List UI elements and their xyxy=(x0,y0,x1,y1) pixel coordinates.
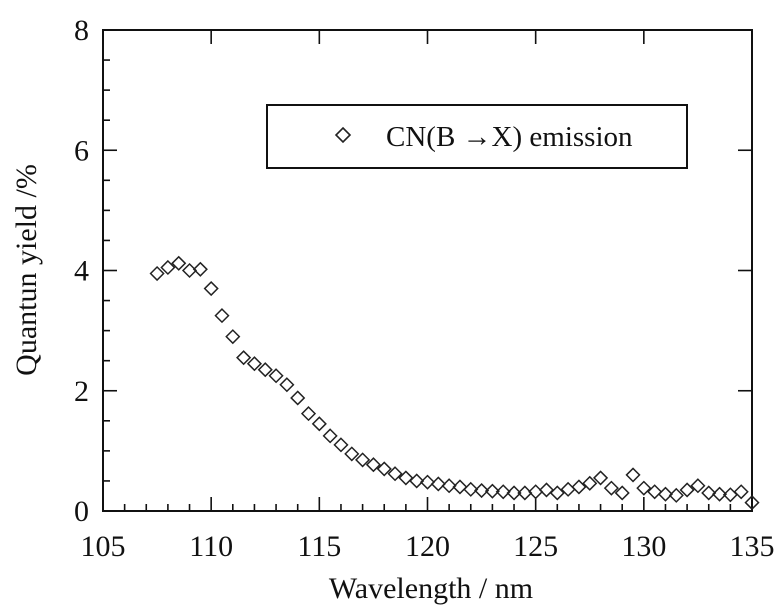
data-point xyxy=(387,466,403,482)
data-point xyxy=(636,480,652,496)
data-point xyxy=(452,479,468,495)
x-tick-label: 120 xyxy=(405,530,450,563)
data-point xyxy=(355,452,371,468)
data-point xyxy=(549,485,565,501)
y-tick-label: 8 xyxy=(74,14,89,47)
data-point xyxy=(733,484,749,500)
data-point xyxy=(398,470,414,486)
data-point xyxy=(246,356,262,372)
data-point xyxy=(149,265,165,282)
data-point xyxy=(257,362,273,378)
data-point xyxy=(711,486,728,502)
x-tick-label: 130 xyxy=(621,530,666,563)
y-tick-label: 6 xyxy=(74,134,89,167)
data-point xyxy=(614,485,630,501)
data-point xyxy=(679,482,695,498)
x-axis-title: Wavelength / nm xyxy=(329,572,533,605)
y-tick-label: 0 xyxy=(74,495,89,528)
x-tick-label: 135 xyxy=(730,530,775,563)
legend-label: CN(B →X) emission xyxy=(386,121,633,153)
data-markers xyxy=(149,255,760,511)
data-point xyxy=(290,390,306,406)
data-point xyxy=(625,467,641,483)
data-point xyxy=(344,446,360,462)
x-tick-label: 110 xyxy=(189,530,233,563)
plot-frame xyxy=(102,29,753,512)
data-point xyxy=(214,308,230,324)
y-tick-label: 4 xyxy=(74,255,89,288)
data-point xyxy=(171,255,187,271)
data-point xyxy=(474,482,490,499)
data-point xyxy=(203,280,219,297)
data-point xyxy=(192,261,208,277)
x-tick-label: 125 xyxy=(513,530,558,563)
data-point xyxy=(236,350,252,366)
data-point xyxy=(506,485,522,501)
tick-labels: 105 110 115 120 125 130 135 0 2 4 6 8 xyxy=(74,14,775,563)
data-point xyxy=(322,428,338,444)
data-point xyxy=(701,485,717,501)
x-tick-label: 105 xyxy=(81,530,126,563)
data-point xyxy=(333,437,349,453)
legend: CN(B →X) emission xyxy=(266,104,688,169)
data-point xyxy=(647,484,663,500)
axis-ticks xyxy=(102,29,753,512)
data-point xyxy=(311,416,327,432)
data-point xyxy=(484,483,500,499)
data-point xyxy=(225,329,241,345)
data-point xyxy=(409,473,425,489)
data-point xyxy=(582,475,598,491)
data-point xyxy=(441,478,457,494)
y-axis-title: Quantun yield /% xyxy=(10,164,43,376)
data-point xyxy=(668,487,684,503)
data-point xyxy=(593,470,609,486)
data-point xyxy=(463,481,479,497)
x-tick-label: 115 xyxy=(297,530,341,563)
data-point xyxy=(495,484,511,500)
data-point xyxy=(603,480,619,496)
y-tick-label: 2 xyxy=(74,375,89,408)
data-point xyxy=(744,495,760,511)
data-point xyxy=(160,259,176,276)
data-point xyxy=(376,461,392,477)
data-point xyxy=(365,457,381,473)
data-point xyxy=(571,479,587,495)
data-point xyxy=(279,377,295,393)
legend-marker-diamond xyxy=(334,126,352,144)
data-point xyxy=(300,406,317,422)
data-point xyxy=(538,482,555,498)
data-point xyxy=(690,478,706,494)
data-point xyxy=(268,368,284,384)
data-point xyxy=(657,486,674,502)
data-point xyxy=(419,474,436,490)
data-point xyxy=(430,476,446,492)
